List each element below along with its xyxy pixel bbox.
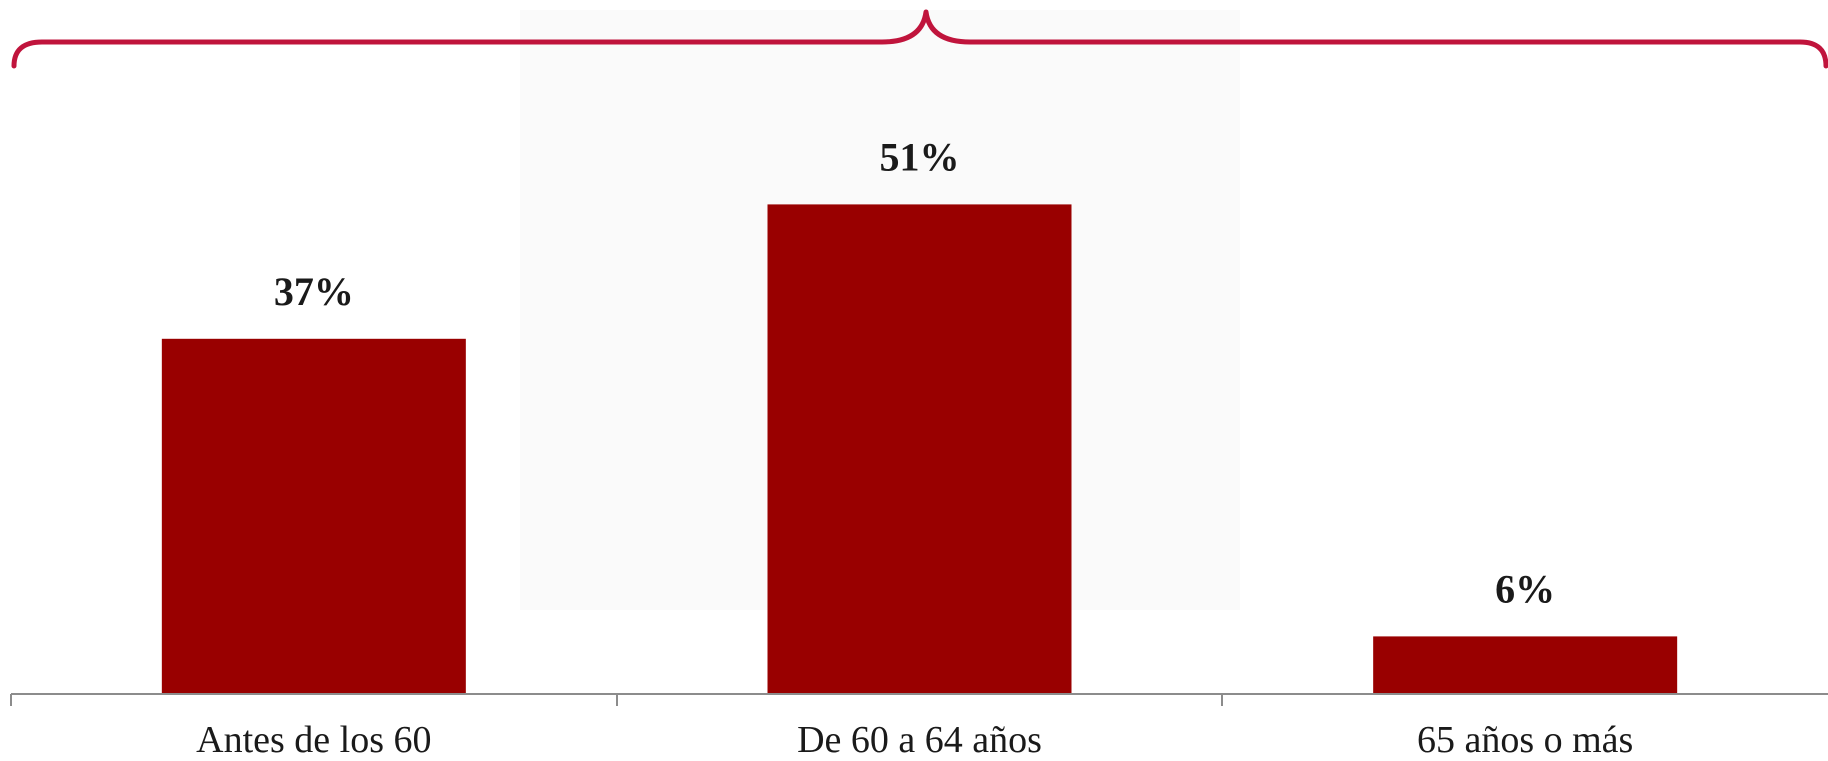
category-label: Antes de los 60 [196, 719, 431, 761]
bar [1373, 636, 1678, 694]
category-label: De 60 a 64 años [797, 719, 1042, 761]
bar [161, 338, 466, 694]
value-labels-group: 37% 51% 6% [274, 134, 1555, 611]
bar [767, 204, 1072, 694]
bar-value-label: 37% [274, 269, 354, 314]
bar-value-label: 6% [1495, 566, 1555, 611]
bars-group [161, 204, 1678, 694]
x-axis-ticks [10, 694, 1223, 706]
top-curly-brace [11, 9, 1828, 69]
category-label: 65 años o más [1417, 719, 1633, 761]
category-labels-group: Antes de los 60 De 60 a 64 años 65 años o … [196, 719, 1633, 761]
bar-value-label: 51% [880, 134, 960, 179]
